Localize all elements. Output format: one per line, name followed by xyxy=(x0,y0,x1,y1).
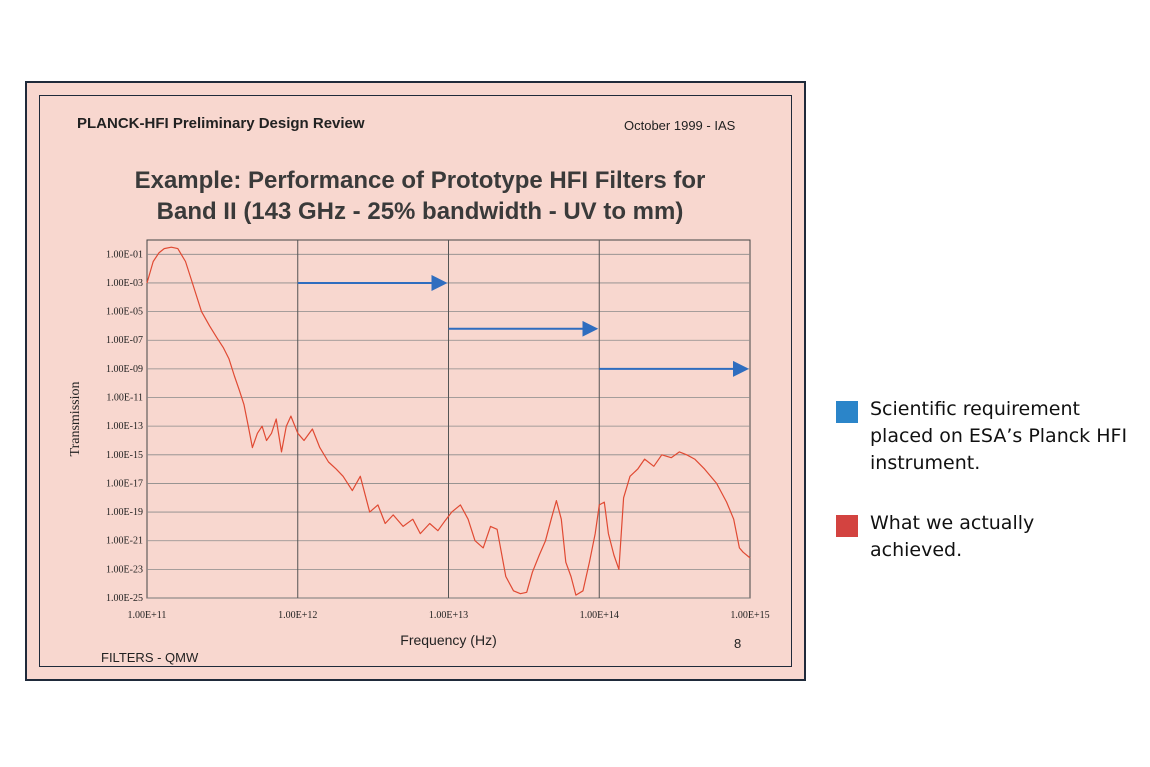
x-tick-label: 1.00E+12 xyxy=(278,610,317,621)
x-tick-label: 1.00E+15 xyxy=(730,610,769,621)
y-tick-label: 1.00E-09 xyxy=(106,364,143,375)
y-tick-label: 1.00E-17 xyxy=(106,478,143,489)
y-tick-label: 1.00E-21 xyxy=(106,536,143,547)
y-tick-label: 1.00E-23 xyxy=(106,564,143,575)
slide-title-line-1: Example: Performance of Prototype HFI Fi… xyxy=(134,167,706,194)
slide-header-date: October 1999 - IAS xyxy=(624,118,736,133)
slide-title-line-2: Band II (143 GHz - 25% bandwidth - UV to… xyxy=(156,198,684,225)
y-tick-label: 1.00E-07 xyxy=(106,335,143,346)
y-tick-label: 1.00E-03 xyxy=(106,278,143,289)
y-tick-label: 1.00E-05 xyxy=(106,307,143,318)
y-tick-label: 1.00E-15 xyxy=(106,450,143,461)
page-number: 8 xyxy=(734,636,742,651)
y-tick-label: 1.00E-19 xyxy=(106,507,143,518)
x-tick-label: 1.00E+11 xyxy=(128,610,167,621)
slide-footer: FILTERS - QMW xyxy=(101,650,199,665)
legend-label-requirement: Scientific requirement placed on ESA’s P… xyxy=(870,398,1128,474)
y-tick-label: 1.00E-11 xyxy=(106,393,143,404)
y-tick-label: 1.00E-25 xyxy=(106,593,143,604)
x-tick-label: 1.00E+14 xyxy=(580,610,619,621)
y-tick-label: 1.00E-13 xyxy=(106,421,143,432)
y-tick-label: 1.00E-01 xyxy=(106,249,143,260)
x-tick-label: 1.00E+13 xyxy=(429,610,468,621)
slide-inner-border xyxy=(39,95,792,667)
y-axis-label: Transmission xyxy=(68,382,83,457)
slide-title: Example: Performance of Prototype HFI Fi… xyxy=(90,165,750,227)
legend-swatch-blue xyxy=(836,401,858,423)
series-line-transmission xyxy=(146,246,751,596)
slide-header-title: PLANCK-HFI Preliminary Design Review xyxy=(77,115,365,132)
legend-label-achieved: What we actually achieved. xyxy=(870,512,1035,561)
x-axis-label: Frequency (Hz) xyxy=(400,632,496,648)
legend-swatch-red xyxy=(836,515,858,537)
